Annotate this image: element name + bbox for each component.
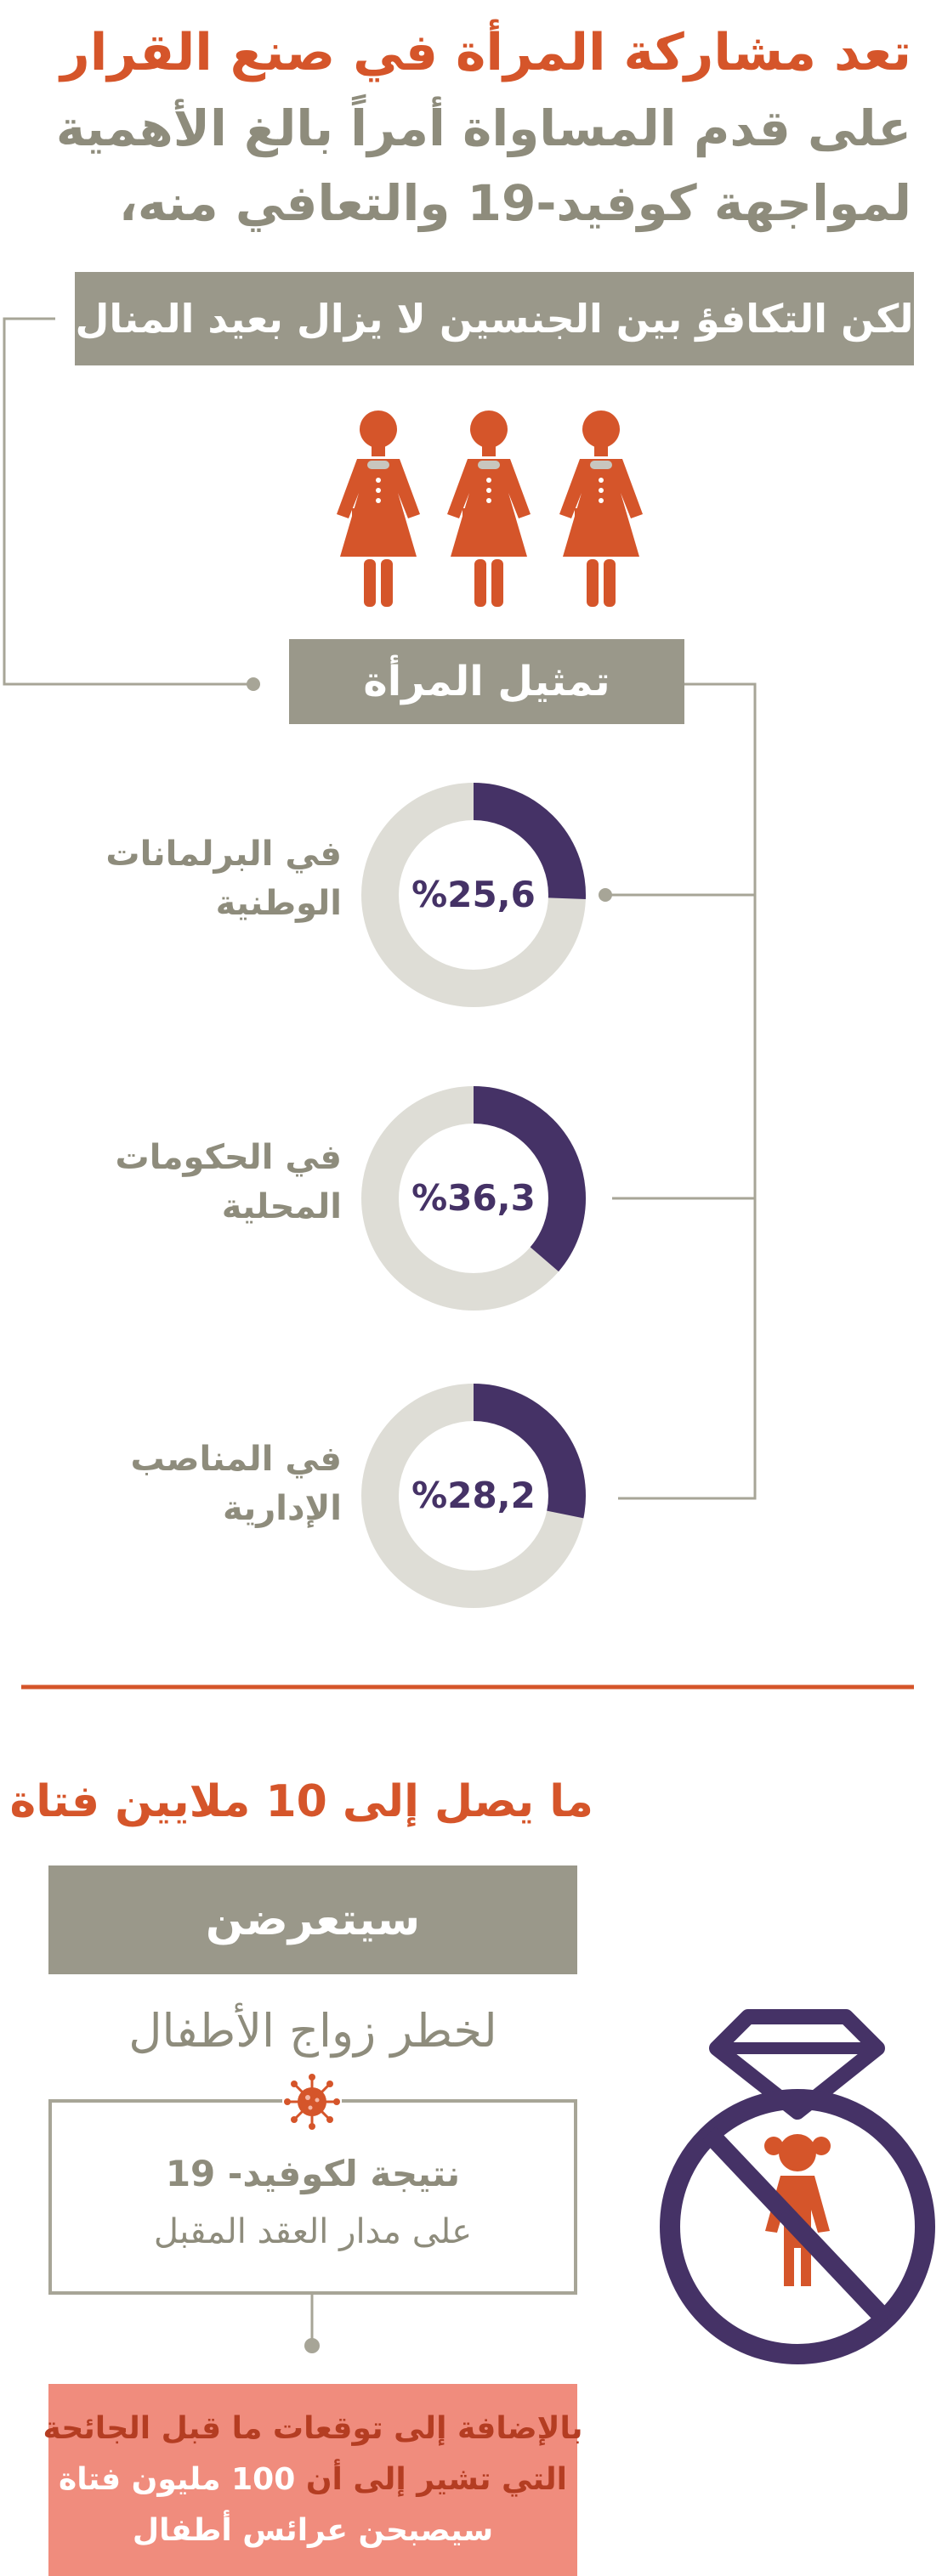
pre-pandemic-line3: سيصبحن عرائس أطفال (132, 2513, 494, 2548)
label-management-line2: الإدارية (222, 1489, 342, 1528)
label-parliaments-line2: الوطنية (215, 884, 342, 923)
woman-figure-icon (447, 410, 531, 607)
reach-suffix: ملايين فتاة (9, 1776, 266, 1827)
covid-line-2: على مدار العقد المقبل (153, 2212, 473, 2251)
label-parliaments-line1: في البرلمانات (105, 835, 342, 874)
donut-value-3: %28,2 (411, 1475, 536, 1516)
gender-gap-banner: لكن التكافؤ بين الجنسين لا يزال بعيد الم… (75, 272, 914, 365)
women-figures (337, 410, 643, 607)
reach-number: 10 (265, 1776, 327, 1827)
ring-icon (660, 2009, 935, 2364)
donut-arc-parliaments (361, 783, 586, 1007)
headline-line-1: تعد مشاركة المرأة في صنع القرار (60, 23, 911, 82)
woman-figure-icon (559, 410, 643, 607)
pre-pandemic-line2a: التي تشير إلى أن (295, 2462, 567, 2497)
donut-arc-local-gov (361, 1086, 586, 1311)
donut-chart-2 (361, 1086, 586, 1311)
risk-line: لخطر زواج الأطفال (128, 2004, 497, 2058)
donut-value-2: %36,3 (411, 1177, 536, 1219)
donut-value-1: %25,6 (411, 874, 536, 915)
reach-prefix: ما يصل إلى (326, 1776, 593, 1827)
headline-line-2: على قدم المساواة أمراً بالغ الأهمية (55, 99, 911, 157)
label-management: في المناصب الإدارية (36, 1435, 342, 1533)
virus-icon (282, 2072, 342, 2132)
label-local-gov: في الحكومات المحلية (36, 1133, 342, 1231)
pre-pandemic-box: بالإضافة إلى توقعات ما قبل الجائحة التي … (43, 2384, 583, 2576)
donut-chart-3 (361, 1384, 586, 1608)
label-local-gov-line1: في الحكومات (115, 1138, 342, 1177)
covid-line-1: نتيجة لكوفيد- 19 (165, 2153, 461, 2194)
child-marriage-icon (660, 2009, 935, 2364)
pre-pandemic-line1: بالإضافة إلى توقعات ما قبل الجائحة (43, 2411, 583, 2446)
headline-line-3: لمواجهة كوفيد-19 والتعافي منه، (118, 174, 911, 232)
reach-line: ما يصل إلى 10 ملايين فتاة (10, 1772, 593, 1832)
representation-title: تمثيل المرأة (289, 639, 684, 724)
donut-chart-1 (361, 783, 586, 1007)
label-local-gov-line2: المحلية (221, 1187, 342, 1226)
label-parliaments: في البرلمانات الوطنية (36, 829, 342, 928)
label-management-line1: في المناصب (130, 1440, 342, 1479)
woman-figure-icon (337, 410, 420, 607)
pre-pandemic-number: 100 مليون فتاة (59, 2462, 296, 2497)
donut-arc-management (361, 1384, 586, 1608)
prohibited-icon (702, 2126, 893, 2327)
face-box: سيتعرضن (48, 1865, 577, 1974)
pre-pandemic-line2: التي تشير إلى أن 100 مليون فتاة (59, 2454, 567, 2505)
